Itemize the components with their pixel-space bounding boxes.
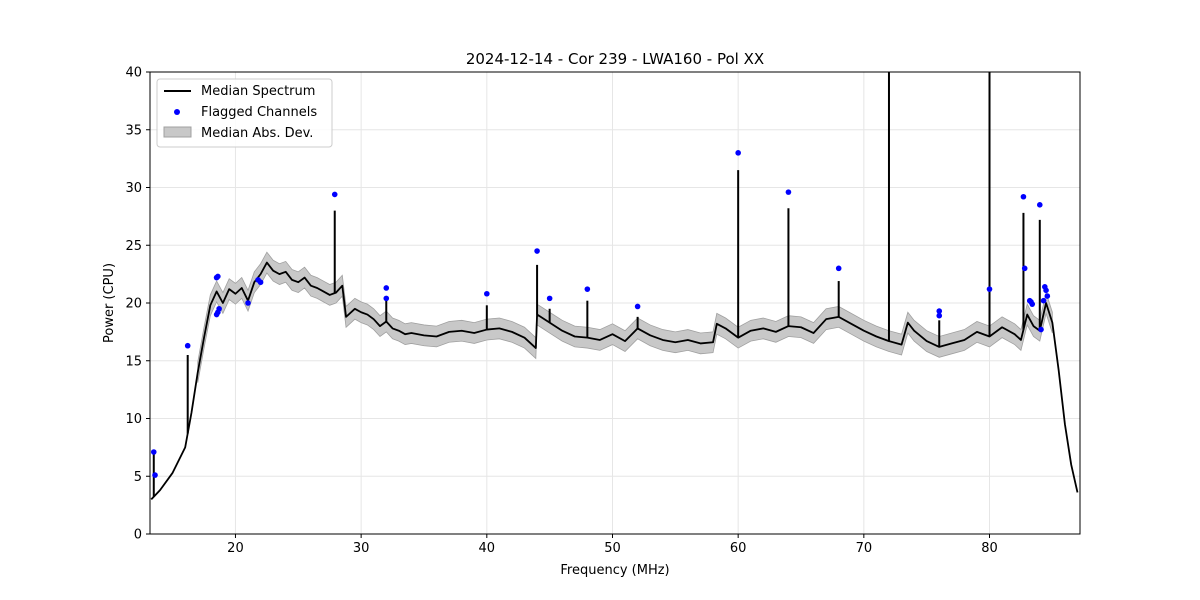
y-tick-label: 40	[125, 66, 142, 81]
flagged-channel-point	[936, 312, 943, 319]
plot-area	[149, 71, 1081, 535]
flagged-channel-point	[1029, 301, 1036, 307]
flagged-channel-point	[245, 300, 251, 306]
x-tick-label: 50	[604, 541, 621, 556]
flagged-channel-point	[1043, 287, 1049, 294]
flagged-channel-point	[534, 248, 540, 254]
legend-band-swatch	[163, 126, 192, 138]
flagged-channel-point	[152, 472, 158, 478]
flagged-channel-point	[150, 449, 157, 455]
flagged-channel-point	[986, 286, 993, 292]
flagged-channel-point	[634, 303, 641, 310]
y-tick-label: 0	[134, 528, 142, 543]
flagged-channel-point	[1044, 293, 1051, 299]
legend-item-median-abs-dev: Median Abs. Dev.	[201, 126, 313, 141]
flagged-channel-point	[331, 191, 338, 198]
median-spectrum-line	[150, 261, 1079, 500]
x-axis-ticks: 20 30 40 50 60 70 80	[227, 534, 998, 556]
flagged-channel-point	[383, 295, 390, 302]
legend-box	[156, 78, 333, 148]
median-abs-dev-band	[197, 251, 1053, 383]
flagged-channel-point	[215, 309, 221, 316]
x-tick-label: 30	[353, 541, 370, 556]
flagged-channel-point	[936, 308, 943, 314]
x-tick-label: 70	[856, 541, 873, 556]
flagged-channel-point	[1040, 297, 1047, 304]
legend: Median Spectrum Flagged Channels Median …	[156, 78, 333, 148]
x-tick-label: 20	[227, 541, 244, 556]
spectral-spikes	[152, 72, 1041, 497]
x-tick-label: 80	[981, 541, 998, 556]
legend-marker-swatch	[174, 109, 180, 115]
y-tick-label: 20	[125, 297, 142, 312]
flagged-channel-point	[484, 290, 490, 297]
chart-title: 2024-12-14 - Cor 239 - LWA160 - Pol XX	[466, 50, 764, 68]
flagged-channel-point	[1038, 326, 1044, 333]
y-tick-label: 5	[134, 470, 142, 485]
flagged-channel-point	[1021, 265, 1028, 272]
flagged-channel-point	[1036, 202, 1043, 208]
flagged-channels	[150, 150, 1051, 478]
x-axis-label: Frequency (MHz)	[560, 563, 669, 578]
flagged-channel-point	[835, 265, 842, 272]
y-tick-label: 35	[125, 123, 142, 138]
flagged-channel-point	[546, 295, 553, 302]
y-tick-label: 30	[125, 181, 142, 196]
y-axis-ticks: 0 5 10 15 20 25 30 35 40	[125, 66, 150, 543]
flagged-channel-point	[184, 342, 191, 349]
y-tick-label: 25	[125, 239, 142, 254]
mad-band-area	[197, 251, 1053, 383]
x-tick-label: 40	[479, 541, 496, 556]
flagged-channel-point	[584, 286, 591, 292]
flagged-channel-point	[257, 279, 264, 286]
y-tick-label: 15	[125, 354, 142, 369]
median-spectrum-path	[150, 261, 1079, 500]
x-tick-label: 60	[730, 541, 747, 556]
y-tick-label: 10	[125, 412, 142, 427]
flagged-channel-point	[785, 189, 792, 195]
legend-item-flagged-channels: Flagged Channels	[201, 105, 317, 120]
flagged-channel-point	[383, 285, 390, 291]
flagged-channel-point	[1020, 193, 1027, 200]
flagged-channel-point	[215, 273, 221, 280]
flagged-channel-point	[735, 150, 741, 156]
y-axis-label: Power (CPU)	[102, 263, 117, 343]
legend-item-median-spectrum: Median Spectrum	[201, 84, 315, 99]
